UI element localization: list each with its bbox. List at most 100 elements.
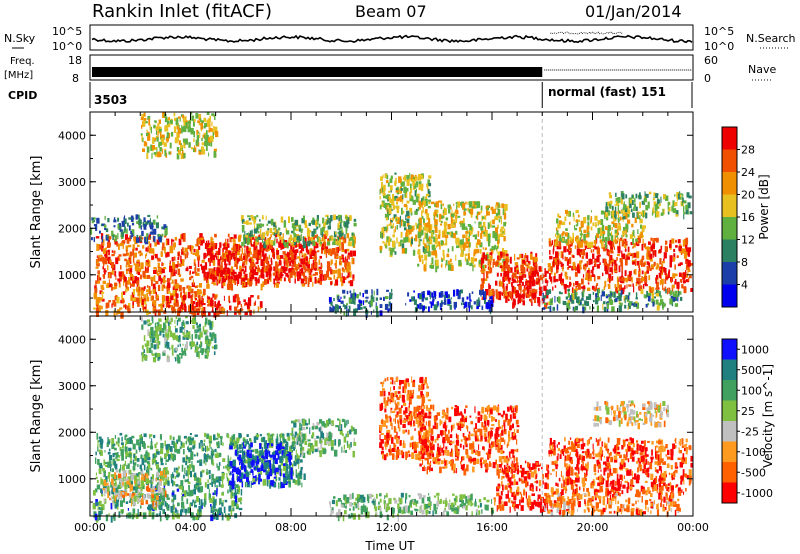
power-cell (333, 238, 337, 246)
power-cell (676, 194, 678, 202)
power-cell (206, 135, 209, 141)
power-cell (639, 285, 643, 291)
velocity-cell (98, 510, 102, 516)
power-cell (311, 263, 313, 271)
freq-tick-high: 18 (68, 54, 82, 67)
power-cell (466, 227, 468, 233)
velocity-cell (181, 442, 185, 448)
power-cell (512, 302, 514, 309)
power-cell (314, 258, 317, 265)
power-cell (624, 241, 628, 244)
power-cell (487, 259, 489, 266)
power-cell (91, 237, 93, 241)
power-cell (171, 281, 174, 284)
power-cell (552, 248, 554, 255)
power-cell (483, 291, 486, 298)
power-cell (575, 287, 578, 291)
power-cell (194, 263, 197, 271)
power-cell (175, 299, 179, 307)
power-cell (327, 266, 331, 272)
power-cell (501, 203, 505, 209)
power-cell (599, 239, 603, 244)
power-cell (291, 230, 294, 234)
power-cell (461, 297, 465, 303)
power-cell (673, 253, 676, 259)
power-ylabel: Slant Range [km] (29, 156, 44, 269)
power-cell (208, 270, 210, 275)
power-cell (312, 240, 316, 246)
power-cell (375, 302, 377, 308)
power-cell (434, 294, 437, 298)
power-cell (551, 300, 553, 303)
power-cell (385, 244, 387, 248)
power-cell (208, 140, 211, 146)
power-cell (208, 299, 212, 306)
power-cell (461, 249, 464, 254)
velocity-cell (135, 487, 139, 494)
power-cell (283, 277, 286, 282)
power-cell (572, 232, 574, 239)
power-cell (146, 289, 149, 293)
power-cell (202, 307, 206, 314)
power-cell (384, 303, 389, 310)
velocity-cell (194, 434, 198, 437)
power-cell (183, 141, 186, 149)
power-cell (492, 261, 494, 268)
power-cell (207, 248, 211, 252)
power-cell (259, 223, 263, 227)
power-cell (223, 245, 227, 249)
power-cell (639, 238, 641, 243)
power-cell (100, 297, 103, 301)
velocity-cell (153, 459, 156, 464)
velocity-cell (181, 496, 184, 501)
nsky-tick-high: 10^5 (52, 25, 82, 38)
power-cell (689, 263, 693, 266)
power-cell (169, 142, 172, 149)
power-cell (353, 237, 355, 241)
power-cell (160, 306, 163, 312)
velocity-cell (103, 483, 107, 490)
power-cell (340, 296, 342, 299)
power-cell (514, 253, 516, 261)
power-cell (170, 276, 172, 281)
power-cell (453, 289, 456, 297)
velocity-cell (126, 514, 128, 519)
power-cell (195, 113, 199, 119)
power-cell (686, 261, 688, 268)
power-cell (587, 282, 590, 285)
power-cell (215, 131, 219, 138)
power-cell (339, 243, 341, 250)
power-cell (125, 281, 128, 288)
velocity-cell (227, 460, 231, 467)
power-cell (640, 231, 642, 234)
power-cell (314, 272, 318, 276)
power-cell (513, 291, 516, 294)
power-cell (386, 289, 389, 292)
power-cell (94, 285, 97, 290)
power-cell (621, 263, 624, 267)
power-cell (686, 192, 690, 198)
power-cell (190, 295, 192, 298)
velocity-cell (125, 444, 127, 447)
power-cell (199, 132, 201, 138)
power-cell (287, 257, 292, 261)
power-cell (407, 232, 410, 236)
power-cell (143, 294, 146, 302)
power-cell (225, 238, 227, 244)
power-cell (476, 213, 479, 220)
power-cell (176, 298, 178, 303)
power-cell (389, 297, 391, 301)
power-cell (648, 241, 651, 245)
power-colorbar-tick-label: 28 (741, 144, 755, 157)
power-cell (580, 230, 582, 237)
power-cell (142, 270, 146, 278)
power-cell (581, 239, 583, 242)
power-cell (451, 246, 454, 252)
power-cell (292, 258, 296, 264)
power-cell (101, 287, 105, 291)
power-cell (447, 302, 450, 306)
power-cell (176, 126, 180, 130)
power-cell (184, 254, 187, 258)
power-cell (256, 258, 259, 263)
power-cell (230, 253, 233, 260)
